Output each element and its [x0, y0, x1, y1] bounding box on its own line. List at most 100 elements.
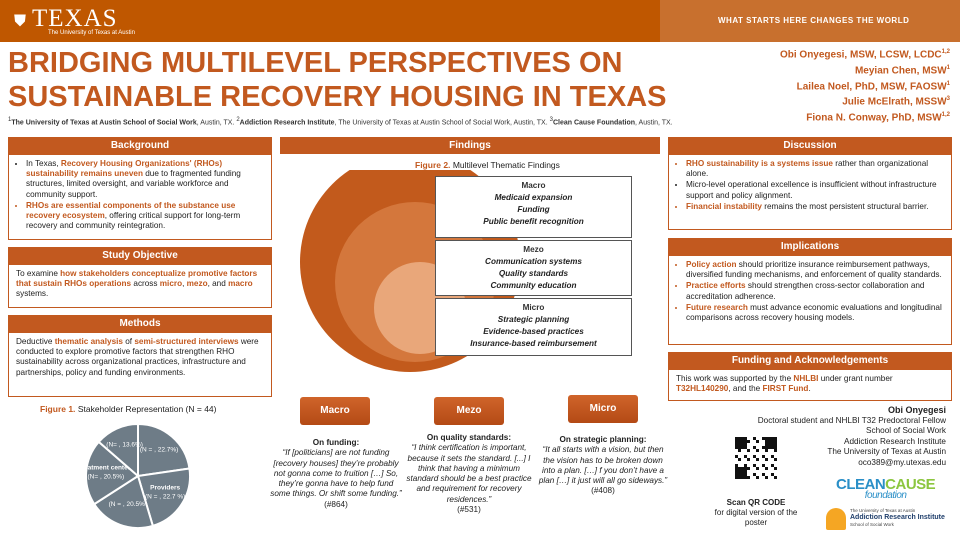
contact: Obi Onyegesi Doctoral student and NHLBI T… — [758, 405, 946, 468]
affil: Addiction Research Institute — [239, 119, 335, 127]
author: Lailea Noel, PhD, MSW, FAOSW1 — [780, 78, 950, 94]
qr-cell — [744, 473, 747, 476]
text: across — [131, 279, 160, 289]
author: Obi Onyegesi, MSW, LCSW, LCDC1,2 — [780, 46, 950, 62]
cleancause-logo: CLEANCAUSE foundation — [836, 476, 936, 501]
qr-cell — [765, 467, 768, 470]
qr-cell — [741, 473, 744, 476]
pie-chart: (N = , 22.7%) Providers (N = , 22.7 %)(N =… — [78, 422, 191, 529]
qr-cell — [774, 449, 777, 452]
qr-cell — [744, 437, 747, 440]
qr-cell — [744, 440, 747, 443]
pie-slice — [92, 474, 155, 529]
qr-cell — [762, 455, 765, 458]
quote-text: “I think certification is important, bec… — [406, 443, 532, 504]
text: of — [122, 337, 135, 346]
qr-cell — [741, 437, 744, 440]
qr-cell — [765, 458, 768, 461]
qr-cell — [735, 473, 738, 476]
quote: On quality standards: “I think certificat… — [403, 433, 535, 515]
qr-cell — [738, 443, 741, 446]
affil: , The University of Texas at Austin Scho… — [334, 119, 550, 127]
section-heading: Findings — [280, 137, 660, 154]
contact-line: The University of Texas at Austin — [827, 447, 946, 456]
slice-value-label: (N= , 20.5%) — [88, 474, 125, 481]
qr-cell — [774, 476, 777, 479]
quote-text: “It all starts with a vision, but then t… — [538, 445, 668, 486]
highlight: Practice efforts — [686, 281, 746, 291]
bullet: Financial instability remains the most p… — [686, 202, 944, 212]
funding-box: This work was supported by the NHLBI und… — [668, 369, 952, 401]
qr-cell — [741, 446, 744, 449]
author-sup: 1,2 — [941, 112, 950, 119]
slice-label: Treatment centers — [78, 465, 134, 472]
highlight: thematic analysis — [54, 337, 123, 346]
sup: 2 — [236, 117, 240, 123]
sup: 3 — [549, 117, 553, 123]
contact-name: Obi Onyegesi — [887, 405, 946, 415]
qr-cell — [747, 449, 750, 452]
ari-logo: The University of Texas at Austin Addicti… — [850, 508, 945, 528]
author-sup: 1 — [946, 80, 950, 87]
text: remains the most persistent structural b… — [761, 201, 929, 211]
logo-part: The University of Texas at Austin — [850, 508, 916, 513]
highlight: FIRST Fund — [762, 384, 809, 394]
caption-label: Figure 2. — [415, 160, 451, 170]
qr-cell — [774, 446, 777, 449]
highlight: NHLBI — [793, 374, 819, 383]
theme: Medicaid expansion — [494, 193, 573, 202]
pie-slice — [137, 422, 191, 478]
text: Deductive — [16, 337, 55, 346]
background-box: In Texas, Recovery Housing Organizations… — [8, 154, 272, 240]
qr-cell — [768, 443, 771, 446]
contact-line: Addiction Research Institute — [844, 436, 946, 446]
qr-cell — [756, 458, 759, 461]
highlight: mezo — [186, 279, 208, 289]
highlight: Financial instability — [686, 201, 762, 211]
qr-cell — [741, 470, 744, 473]
level-button: Micro — [568, 395, 638, 423]
title-line: BRIDGING MULTILEVEL PERSPECTIVES ON — [8, 47, 623, 79]
qr-caption: Scan QR CODE for digital version of the p… — [708, 498, 804, 528]
title-line: SUSTAINABLE RECOVERY HOUSING IN TEXAS — [8, 81, 667, 113]
text: due to fragmented funding structures, li… — [26, 169, 241, 199]
qr-cell — [747, 467, 750, 470]
sup: 1 — [8, 117, 12, 123]
qr-cell — [756, 476, 759, 479]
qr-cell — [735, 467, 738, 470]
author: Fiona N. Conway, PhD, MSW1,2 — [780, 109, 950, 125]
qr-cell — [753, 437, 756, 440]
qr-cell — [735, 446, 738, 449]
bullet: RHOs are essential components of the sub… — [26, 201, 264, 232]
author-name: Lailea Noel, PhD, MSW, FAOSW — [796, 80, 947, 92]
author-name: Julie McElrath, MSSW — [842, 96, 947, 108]
author-sup: 3 — [946, 96, 950, 103]
qr-cell — [744, 455, 747, 458]
header-band — [660, 0, 960, 42]
highlight: Policy action — [686, 260, 737, 269]
qr-cell — [738, 473, 741, 476]
title: BRIDGING MULTILEVEL PERSPECTIVES ON SUST… — [8, 46, 667, 114]
highlight: micro — [159, 279, 183, 289]
qr-cell — [756, 440, 759, 443]
pie-slice — [85, 440, 140, 506]
level-name: Mezo — [523, 245, 544, 254]
qr-cell — [771, 437, 774, 440]
qr-cell — [735, 464, 738, 467]
qr-cell — [735, 470, 738, 473]
qr-cell — [762, 446, 765, 449]
theme: Insurance-based reimbursement — [470, 339, 597, 348]
highlight: RHOs are essential components of the sub… — [26, 200, 236, 221]
qr-cell — [744, 443, 747, 446]
caption-label: Figure 1. — [40, 404, 76, 414]
section-heading: Study Objective — [8, 247, 272, 264]
qr-cell — [768, 437, 771, 440]
highlight: RHO sustainability is a systems issue — [686, 159, 833, 168]
text: , and — [207, 279, 229, 289]
qr-cell — [738, 449, 741, 452]
qr-cell — [735, 476, 738, 479]
contact-line: Doctoral student and NHLBI T32 Predoctor… — [757, 415, 946, 425]
highlight: how stakeholders conceptualize promotive… — [16, 269, 258, 289]
contact-line: School of Social Work — [866, 426, 946, 435]
